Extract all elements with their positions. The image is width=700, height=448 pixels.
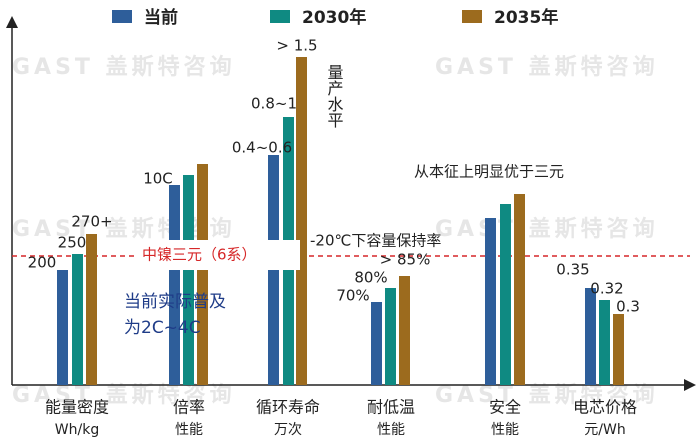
x-tick-label: 性能: [377, 422, 405, 438]
bar: [399, 276, 410, 385]
reference-label-bg: [136, 240, 300, 270]
bar: [296, 57, 307, 385]
legend-swatch: [462, 10, 482, 23]
bar-label: 0.8~1: [251, 95, 297, 113]
bar: [371, 302, 382, 385]
bar-label: 70%: [336, 287, 369, 305]
legend-swatch: [112, 10, 132, 23]
bar-label: 0.35: [556, 261, 589, 279]
x-tick-label: 能量密度: [45, 398, 109, 417]
bar-label: 0.32: [590, 280, 623, 298]
bar: [500, 204, 511, 385]
bar: [613, 314, 624, 385]
bar: [385, 288, 396, 385]
bar: [72, 254, 83, 385]
legend-swatch: [270, 10, 290, 23]
annotation: 从本征上明显优于三元: [414, 163, 564, 181]
x-tick-label: 循环寿命: [256, 398, 320, 417]
x-tick-label: 万次: [274, 422, 302, 438]
annotation: 当前实际普及: [124, 292, 226, 312]
bar-label: 0.3: [616, 298, 640, 316]
bar: [57, 270, 68, 385]
bar: [485, 218, 496, 385]
bar: [585, 288, 596, 385]
legend-label: 当前: [144, 7, 178, 28]
bar-label: > 85%: [380, 251, 431, 269]
bar-label: 200: [28, 254, 57, 272]
watermark: GAST 盖斯特咨询: [435, 382, 659, 408]
x-tick-label: 性能: [175, 422, 203, 438]
watermark: GAST 盖斯特咨询: [12, 382, 236, 408]
bar-label: > 1.5: [276, 37, 317, 55]
x-tick-label: 安全: [489, 398, 521, 417]
x-tick-label: 元/Wh: [584, 422, 625, 438]
x-tick-label: 耐低温: [367, 398, 415, 417]
legend-label: 2035年: [494, 7, 558, 28]
bar: [169, 185, 180, 385]
annotation: 为2C~4C: [124, 318, 201, 338]
bar-label: 10C: [143, 170, 173, 188]
watermark: GAST 盖斯特咨询: [12, 54, 236, 80]
bar-label: 250: [58, 234, 87, 252]
annotation: 量产水平: [325, 64, 344, 128]
bar-label: 270+: [71, 213, 112, 231]
bar-label: 0.4~0.6: [232, 139, 292, 157]
bar: [514, 194, 525, 385]
watermark: GAST 盖斯特咨询: [435, 54, 659, 80]
bar: [183, 175, 194, 385]
watermark: GAST 盖斯特咨询: [435, 216, 659, 242]
annotation: -20℃下容量保持率: [310, 232, 441, 250]
bar: [197, 164, 208, 385]
x-tick-label: 性能: [491, 422, 519, 438]
watermark: GAST 盖斯特咨询: [12, 216, 236, 242]
x-tick-label: Wh/kg: [55, 422, 99, 438]
x-tick-label: 电芯价格: [573, 398, 637, 417]
bar-label: 80%: [354, 269, 387, 287]
bar: [86, 234, 97, 385]
bar: [599, 300, 610, 385]
reference-label: 中镍三元（6系）: [142, 246, 257, 264]
x-tick-label: 倍率: [173, 398, 205, 417]
legend-label: 2030年: [302, 7, 366, 28]
